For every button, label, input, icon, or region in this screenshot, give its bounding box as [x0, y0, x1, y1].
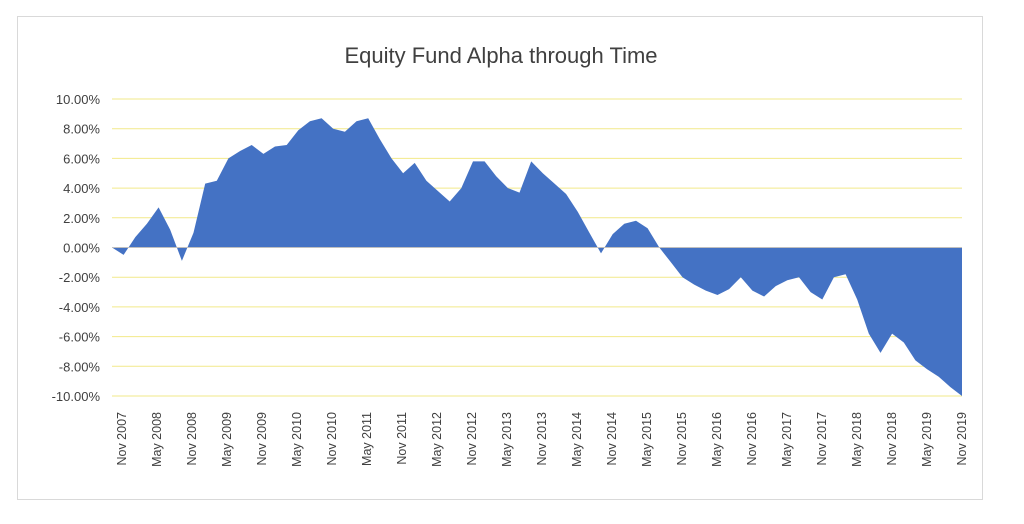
x-tick-label: May 2014	[570, 412, 584, 467]
x-axis: Nov 2007 May 2008 Nov 2008 May 2009 Nov 2009…	[115, 412, 969, 467]
x-tick-label: May 2008	[150, 412, 164, 467]
x-tick-label: Nov 2008	[185, 412, 199, 466]
y-tick-label: -4.00%	[59, 300, 101, 315]
y-tick-label: 2.00%	[63, 211, 100, 226]
x-tick-label: Nov 2014	[605, 412, 619, 466]
y-tick-label: 4.00%	[63, 181, 100, 196]
x-tick-label: May 2009	[220, 412, 234, 467]
x-tick-label: Nov 2013	[535, 412, 549, 466]
x-tick-label: May 2013	[500, 412, 514, 467]
x-tick-label: Nov 2009	[255, 412, 269, 466]
x-tick-label: May 2019	[920, 412, 934, 467]
plot-area	[111, 118, 963, 397]
x-tick-label: Nov 2011	[395, 412, 409, 465]
y-tick-label: -2.00%	[59, 270, 101, 285]
y-tick-label: 10.00%	[56, 92, 101, 107]
y-tick-label: 0.00%	[63, 241, 100, 256]
y-tick-label: 6.00%	[63, 151, 100, 166]
x-tick-label: Nov 2007	[115, 412, 129, 466]
y-tick-label: 8.00%	[63, 122, 100, 137]
x-tick-label: May 2017	[780, 412, 794, 467]
x-tick-label: Nov 2012	[465, 412, 479, 466]
x-tick-label: May 2011	[360, 412, 374, 466]
x-tick-label: May 2016	[710, 412, 724, 467]
x-tick-label: May 2015	[640, 412, 654, 467]
x-tick-label: Nov 2019	[955, 412, 969, 466]
chart-frame: Equity Fund Alpha through Time 10.00% 8.0…	[17, 16, 983, 500]
y-tick-label: -10.00%	[52, 389, 101, 404]
x-tick-label: May 2018	[850, 412, 864, 467]
x-tick-label: Nov 2018	[885, 412, 899, 466]
x-tick-label: Nov 2010	[325, 412, 339, 466]
chart-svg: Equity Fund Alpha through Time 10.00% 8.0…	[52, 43, 969, 467]
y-tick-label: -6.00%	[59, 330, 101, 345]
y-tick-label: -8.00%	[59, 359, 101, 374]
x-tick-label: Nov 2016	[745, 412, 759, 466]
x-tick-label: Nov 2015	[675, 412, 689, 466]
x-tick-label: May 2012	[430, 412, 444, 467]
y-axis: 10.00% 8.00% 6.00% 4.00% 2.00% 0.00% -2.00% -4.…	[52, 92, 101, 404]
x-tick-label: May 2010	[290, 412, 304, 467]
x-tick-label: Nov 2017	[815, 412, 829, 466]
chart-title: Equity Fund Alpha through Time	[344, 43, 657, 68]
alpha-area	[112, 118, 962, 397]
